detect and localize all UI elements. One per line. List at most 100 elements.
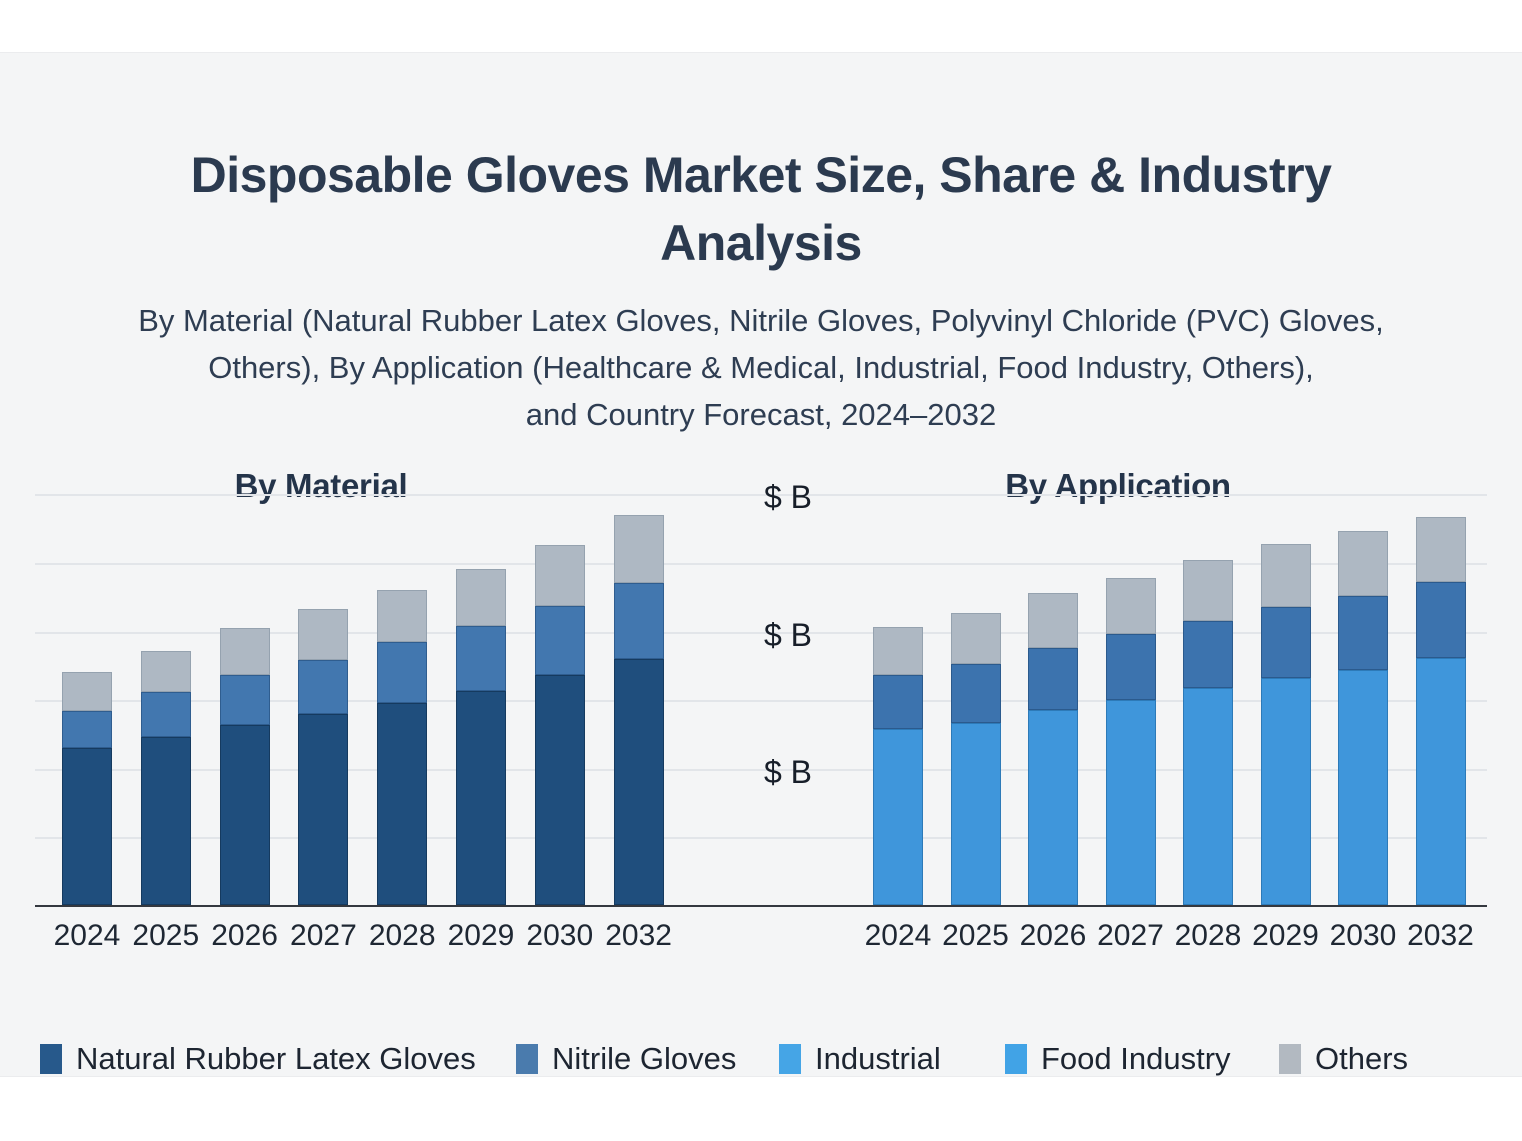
bar-2026-natural-rubber-latex-gloves-segment	[219, 724, 270, 905]
bar-2028-nitrile-gloves-segment	[377, 642, 428, 703]
bar-2029-industrial-segment	[1260, 678, 1311, 905]
chart-heading-by-application: By Application	[1005, 467, 1231, 504]
chart-card: Disposable Gloves Market Size, Share & I…	[0, 52, 1522, 1077]
bar-2025-food-industry-segment	[950, 663, 1001, 723]
x-tick-material-2027: 2027	[290, 919, 357, 952]
legend-label-nitrile-gloves: Nitrile Gloves	[552, 1041, 737, 1076]
bar-2026-food-industry-segment	[1028, 647, 1078, 710]
gridline-5	[35, 837, 1487, 839]
x-tick-material-2028: 2028	[368, 919, 436, 952]
y-axis-label-0: $ B	[763, 479, 812, 515]
legend-item-natural-rubber-latex-gloves: Natural Rubber Latex Gloves	[40, 1041, 476, 1076]
bar-2032-others-segment	[613, 515, 664, 583]
bar-2030-others-segment	[1338, 530, 1388, 596]
x-tick-application-2032: 2032	[1407, 919, 1474, 952]
bar-2030-nitrile-gloves-segment	[534, 605, 585, 675]
bar-2030-natural-rubber-latex-gloves-segment	[534, 674, 585, 905]
x-tick-application-2030: 2030	[1329, 919, 1397, 952]
x-tick-material-2024: 2024	[53, 919, 121, 952]
y-axis-label-2: $ B	[763, 754, 812, 790]
bar-2024-natural-rubber-latex-gloves-segment	[62, 747, 112, 905]
bar-2024-food-industry-segment	[873, 674, 923, 730]
bar-2032-natural-rubber-latex-gloves-segment	[613, 658, 664, 905]
bar-2027-nitrile-gloves-segment	[298, 660, 349, 714]
bar-2029-others-segment	[456, 568, 506, 626]
x-tick-material-2032: 2032	[605, 919, 672, 952]
bar-2030-industrial-segment	[1338, 669, 1388, 905]
legend-swatch-industrial	[779, 1044, 801, 1074]
bar-2025-nitrile-gloves-segment	[140, 692, 191, 737]
legend-label-natural-rubber-latex-gloves: Natural Rubber Latex Gloves	[76, 1041, 476, 1076]
gridline-1	[35, 563, 1487, 565]
page-title: Disposable Gloves Market Size, Share & I…	[0, 141, 1522, 277]
legend-swatch-natural-rubber-latex-gloves	[40, 1044, 62, 1074]
page-subtitle-line-2: Others), By Application (Healthcare & Me…	[208, 350, 1314, 385]
bar-2026-nitrile-gloves-segment	[219, 674, 270, 725]
bar-2027-others-segment	[298, 608, 349, 661]
bar-2028-others-segment	[377, 590, 428, 643]
x-tick-material-2025: 2025	[132, 919, 200, 952]
x-tick-application-2027: 2027	[1097, 919, 1164, 952]
x-tick-material-2026: 2026	[211, 919, 278, 952]
y-axis-label-1: $ B	[763, 617, 812, 653]
bar-2029-others-segment	[1260, 543, 1311, 608]
gridline-3	[35, 700, 1487, 702]
bar-2027-food-industry-segment	[1105, 633, 1156, 700]
legend-label-food-industry: Food Industry	[1041, 1041, 1231, 1076]
bar-2024-others-segment	[873, 626, 923, 675]
bar-2032-nitrile-gloves-segment	[613, 582, 664, 659]
bar-2024-others-segment	[62, 671, 112, 711]
legend-item-others: Others	[1279, 1041, 1409, 1076]
x-tick-material-2030: 2030	[526, 919, 594, 952]
legend-swatch-others	[1279, 1044, 1301, 1074]
x-tick-application-2025: 2025	[942, 919, 1009, 952]
bar-2027-natural-rubber-latex-gloves-segment	[298, 713, 349, 905]
bar-2028-industrial-segment	[1183, 688, 1233, 905]
legend-item-nitrile-gloves: Nitrile Gloves	[516, 1041, 737, 1076]
gridline-0	[35, 494, 1487, 496]
page-title-line-2: Analysis	[660, 215, 862, 271]
x-tick-application-2028: 2028	[1174, 919, 1242, 952]
x-axis-line	[35, 905, 1487, 907]
bar-2030-others-segment	[534, 545, 585, 606]
bar-2032-others-segment	[1415, 516, 1466, 583]
x-tick-application-2029: 2029	[1252, 919, 1319, 952]
bar-2027-others-segment	[1105, 577, 1156, 634]
legend-item-food-industry: Food Industry	[1005, 1041, 1231, 1076]
bar-2026-industrial-segment	[1028, 710, 1078, 905]
bar-2025-others-segment	[950, 612, 1001, 664]
bar-2028-others-segment	[1183, 560, 1233, 622]
bar-2027-industrial-segment	[1105, 699, 1156, 905]
bar-2026-others-segment	[1028, 593, 1078, 648]
bar-2030-food-industry-segment	[1338, 595, 1388, 670]
bar-2025-others-segment	[140, 651, 191, 693]
chart-heading-by-material: By Material	[234, 467, 408, 504]
x-tick-application-2026: 2026	[1019, 919, 1087, 952]
bar-2029-natural-rubber-latex-gloves-segment	[456, 690, 506, 905]
gridline-4	[35, 769, 1487, 771]
bar-2024-nitrile-gloves-segment	[62, 710, 112, 748]
page-subtitle: By Material (Natural Rubber Latex Gloves…	[0, 297, 1522, 438]
bar-2025-natural-rubber-latex-gloves-segment	[140, 736, 191, 905]
bar-2025-industrial-segment	[950, 722, 1001, 905]
page-subtitle-line-3: and Country Forecast, 2024–2032	[525, 397, 997, 432]
x-tick-material-2029: 2029	[447, 919, 515, 952]
bar-2024-industrial-segment	[873, 729, 923, 905]
legend-label-others: Others	[1315, 1041, 1409, 1076]
legend-item-industrial: Industrial	[779, 1041, 941, 1076]
page-subtitle-line-1: By Material (Natural Rubber Latex Gloves…	[138, 303, 1384, 338]
gridline-2	[35, 632, 1487, 634]
bar-2029-food-industry-segment	[1260, 607, 1311, 678]
legend-swatch-food-industry	[1005, 1044, 1027, 1074]
bar-2028-natural-rubber-latex-gloves-segment	[377, 702, 428, 905]
bar-2032-food-industry-segment	[1415, 582, 1466, 659]
page-title-line-1: Disposable Gloves Market Size, Share & I…	[190, 147, 1332, 203]
bar-2028-food-industry-segment	[1183, 621, 1233, 689]
bar-2032-industrial-segment	[1415, 658, 1466, 905]
x-tick-application-2024: 2024	[864, 919, 932, 952]
bar-2029-nitrile-gloves-segment	[456, 625, 506, 691]
bar-2026-others-segment	[219, 628, 270, 675]
legend-swatch-nitrile-gloves	[516, 1044, 538, 1074]
legend-label-industrial: Industrial	[815, 1041, 941, 1076]
